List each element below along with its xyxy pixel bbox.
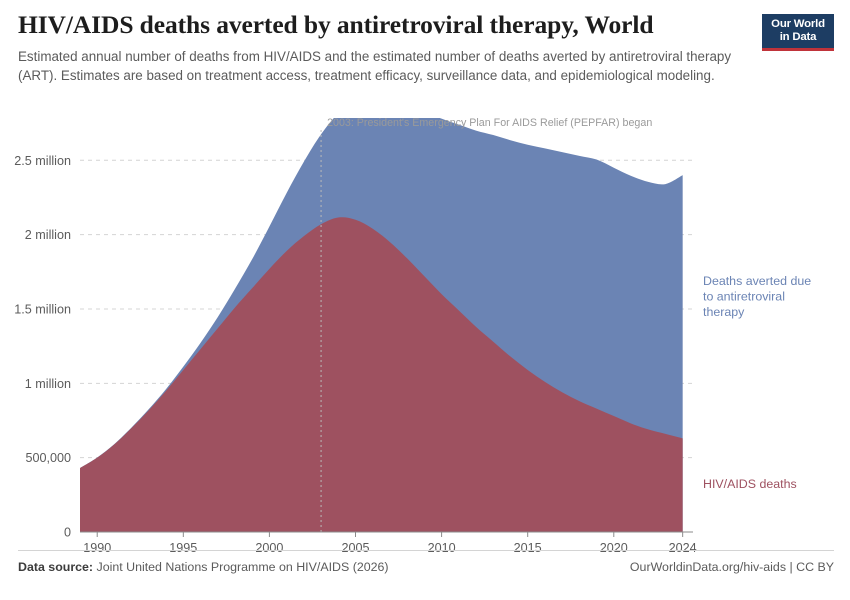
chart-svg: 0 500,000 1 million 1.5 million 2 million 2.5… (14, 118, 811, 555)
x-axis-tick-label: 1995 (169, 541, 197, 555)
data-source: Data source: Joint United Nations Progra… (18, 560, 389, 574)
owid-logo[interactable]: Our World in Data (762, 14, 834, 51)
data-source-value: Joint United Nations Programme on HIV/AI… (96, 560, 389, 574)
x-axis-tick-label: 2020 (600, 541, 628, 555)
data-source-label: Data source: (18, 560, 94, 574)
chart-subtitle: Estimated annual number of deaths from H… (18, 49, 732, 84)
x-axis-tick-label: 2024 (669, 541, 697, 555)
chart-footer: Data source: Joint United Nations Progra… (18, 550, 834, 588)
y-axis-tick-label: 0 (64, 526, 71, 540)
attribution-link[interactable]: OurWorldinData.org/hiv-aids | CC BY (629, 560, 834, 574)
y-axis-tick-label: 500,000 (25, 451, 71, 465)
y-axis-tick-label: 2 million (25, 228, 71, 242)
x-axis-tick-label: 2005 (341, 541, 369, 555)
series-label-hiv-aids-deaths: HIV/AIDS deaths (703, 477, 797, 491)
logo-line-2: in Data (779, 31, 817, 43)
y-axis-tick-label: 1 million (25, 377, 71, 391)
series-label-deaths-averted: to antiretroviral (703, 290, 785, 304)
logo-line-1: Our World (771, 18, 825, 30)
series-label-deaths-averted: Deaths averted due (703, 274, 811, 288)
area-hiv-aids-deaths[interactable] (80, 217, 683, 532)
series-label-deaths-averted: therapy (703, 305, 745, 319)
annotation-label: 2003: President's Emergency Plan For AID… (327, 118, 652, 129)
chart-header: HIV/AIDS deaths averted by antiretrovira… (18, 10, 748, 86)
x-axis-tick-label: 1990 (83, 541, 111, 555)
x-axis-tick-label: 2015 (514, 541, 542, 555)
y-axis-tick-label: 1.5 million (14, 302, 71, 316)
x-axis-tick-label: 2000 (255, 541, 283, 555)
y-axis-tick-label: 2.5 million (14, 154, 71, 168)
page-title: HIV/AIDS deaths averted by antiretrovira… (18, 10, 654, 39)
x-axis-tick-label: 2010 (428, 541, 456, 555)
plot-area[interactable]: 0 500,000 1 million 1.5 million 2 million 2.5… (0, 118, 850, 558)
